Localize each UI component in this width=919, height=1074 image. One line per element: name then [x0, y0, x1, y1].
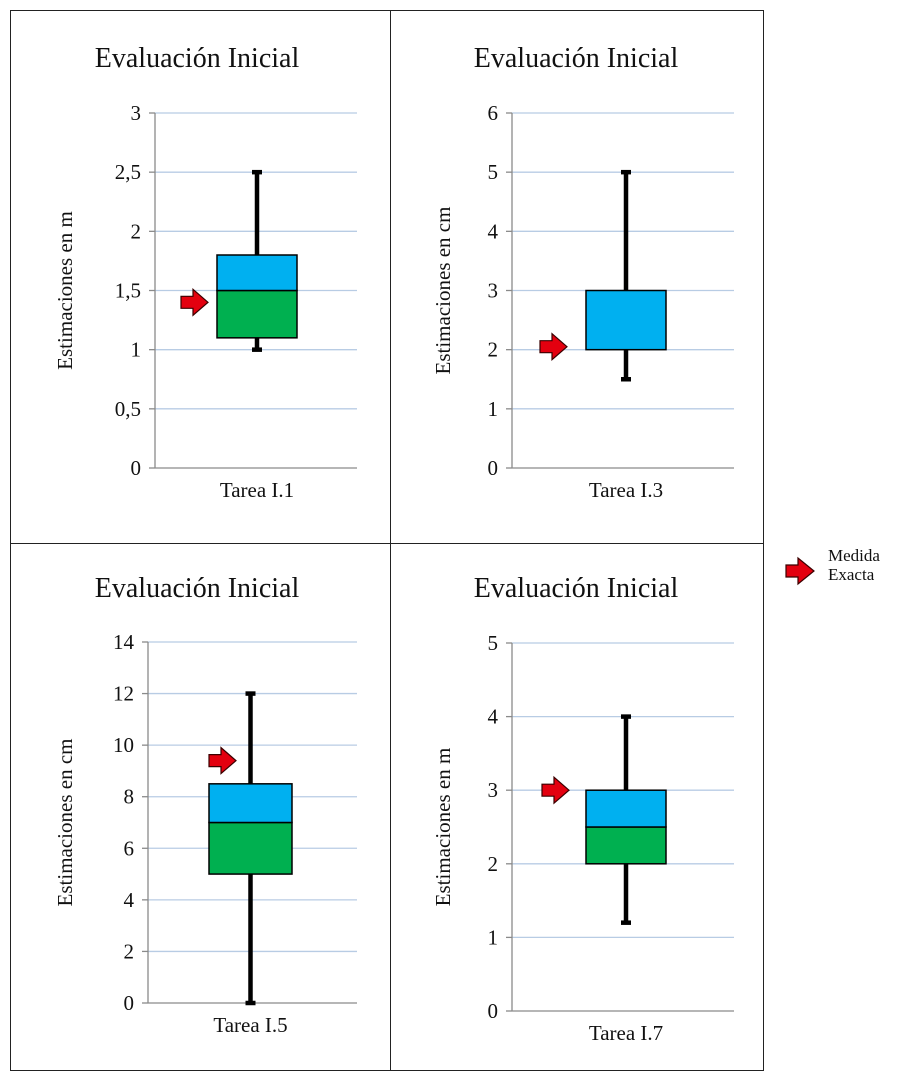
legend-label-line2: Exacta [828, 565, 875, 584]
chart-2-tick-label-1: 1 [488, 397, 499, 421]
chart-3-y-label: Estimaciones en cm [53, 739, 77, 907]
chart-2-exact-arrow-icon [539, 332, 568, 362]
chart-4-upper-box [585, 789, 667, 828]
chart-3-exact-arrow-icon [208, 746, 237, 775]
chart-3-tick-label-2: 4 [124, 888, 135, 912]
chart-2-tick-label-2: 2 [488, 338, 499, 362]
chart-3-title: Evaluación Inicial [95, 573, 300, 604]
chart-1-tick-label-0: 0 [131, 456, 142, 480]
legend-label-line1: Medida [828, 546, 880, 565]
chart-3-upper-box [208, 783, 293, 824]
chart-4-tick-label-4: 4 [488, 705, 499, 729]
chart-4-title: Evaluación Inicial [474, 573, 679, 604]
chart-3-x-label: Tarea I.5 [213, 1013, 287, 1037]
chart-2-tick-label-4: 4 [488, 219, 499, 243]
chart-3-tick-label-5: 10 [113, 733, 134, 757]
legend-label: Medida Exacta [828, 546, 880, 584]
chart-4-tick-label-5: 5 [488, 631, 499, 655]
chart-2-tick-label-5: 5 [488, 160, 499, 184]
chart-3-tick-label-1: 2 [124, 939, 135, 963]
chart-3-tick-label-6: 12 [113, 682, 134, 706]
chart-3-lower-box [208, 821, 293, 875]
legend-arrow-icon [785, 556, 815, 586]
chart-1-tick-label-1: 0,5 [115, 397, 141, 421]
chart-2-tick-label-0: 0 [488, 456, 499, 480]
chart-1-title: Evaluación Inicial [95, 43, 300, 74]
chart-1-lower-box [216, 289, 298, 339]
chart-3-tick-label-3: 6 [124, 836, 135, 860]
chart-4-tick-label-0: 0 [488, 999, 499, 1023]
chart-3-tick-label-4: 8 [124, 785, 135, 809]
chart-1-x-label: Tarea I.1 [220, 478, 294, 502]
chart-4-tick-label-3: 3 [488, 778, 499, 802]
chart-1-tick-label-3: 1,5 [115, 279, 141, 303]
chart-2-tick-label-6: 6 [488, 101, 499, 125]
chart-4-tick-label-1: 1 [488, 925, 499, 949]
chart-1-tick-label-6: 3 [131, 101, 142, 125]
chart-1-y-label: Estimaciones en m [53, 211, 77, 370]
panel-border-4 [390, 543, 764, 1071]
chart-4-x-label: Tarea I.7 [589, 1021, 663, 1045]
chart-1-upper-box [216, 254, 298, 292]
chart-1-exact-arrow-icon [180, 288, 209, 317]
legend: Medida Exacta [784, 546, 914, 606]
chart-2-upper-box [585, 289, 667, 351]
chart-2-x-label: Tarea I.3 [589, 478, 663, 502]
chart-1-tick-label-5: 2,5 [115, 160, 141, 184]
chart-4-exact-arrow-icon [541, 775, 570, 805]
chart-3-tick-label-0: 0 [124, 991, 135, 1015]
chart-1-tick-label-4: 2 [131, 219, 142, 243]
chart-2-tick-label-3: 3 [488, 279, 499, 303]
chart-4-lower-box [585, 826, 667, 865]
chart-2-y-label: Estimaciones en cm [431, 207, 455, 375]
chart-4-y-label: Estimaciones en m [431, 748, 455, 907]
chart-3-tick-label-7: 14 [113, 630, 135, 654]
chart-1-tick-label-2: 1 [131, 338, 142, 362]
chart-4-tick-label-2: 2 [488, 852, 499, 876]
chart-2-title: Evaluación Inicial [474, 43, 679, 74]
